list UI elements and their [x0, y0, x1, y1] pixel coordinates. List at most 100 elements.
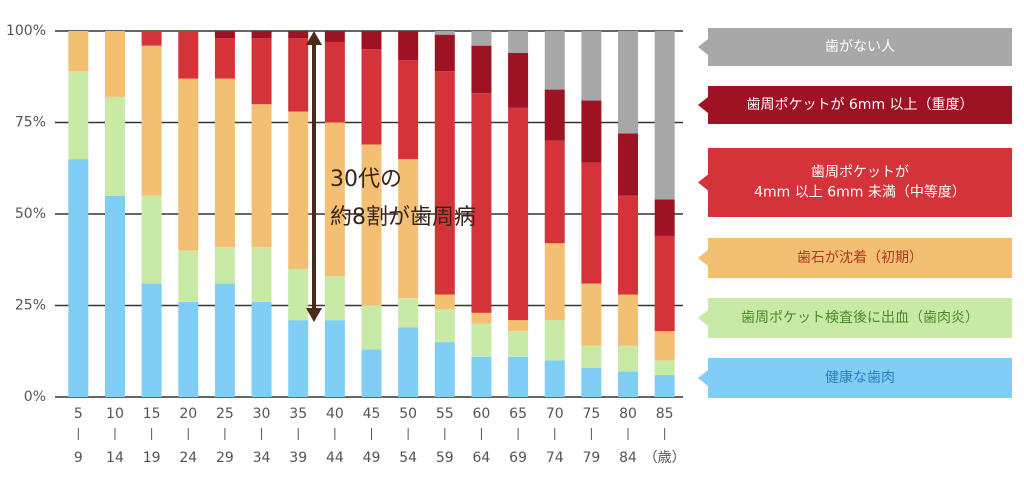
- bar-segment: [434, 31, 455, 35]
- bar-segment: [471, 356, 492, 397]
- x-tick-label: 69: [509, 450, 527, 466]
- x-tick-label: 29: [216, 450, 234, 466]
- bar-segment: [508, 52, 529, 108]
- x-tick-label: 60: [473, 406, 491, 422]
- legend-label: 歯石が沈着（初期）: [797, 249, 923, 266]
- bar-segment: [434, 71, 455, 295]
- annotation: 約8割が歯周病: [330, 205, 476, 230]
- bar-segment: [508, 107, 529, 321]
- bar-segment: [288, 320, 309, 397]
- x-tick-label: 19: [143, 450, 161, 466]
- x-tick-label: 20: [179, 406, 197, 422]
- bar-segment: [104, 195, 125, 397]
- x-tick-label: 80: [619, 406, 637, 422]
- bar-segment: [178, 78, 199, 251]
- bar-segment: [361, 144, 382, 306]
- bar-segment: [618, 195, 639, 295]
- bar-segment: [654, 31, 675, 200]
- bar-segment: [141, 195, 162, 284]
- bar-segment: [544, 31, 565, 90]
- bar-segment: [508, 356, 529, 397]
- bar-segment: [214, 246, 235, 284]
- x-tick-label: （歳）: [644, 450, 686, 466]
- x-tick-label: 5: [74, 406, 83, 422]
- annotation: 30代の: [330, 167, 402, 192]
- bar-segment: [251, 38, 272, 105]
- bar-segment: [141, 31, 162, 46]
- x-tick-label: 14: [106, 450, 124, 466]
- bar-segment: [434, 309, 455, 343]
- bar-segment: [251, 301, 272, 397]
- legend-label: 歯周ポケットが 6mm 以上（重度）: [746, 97, 973, 113]
- bar-segment: [214, 38, 235, 79]
- x-tick-label: 85: [656, 406, 674, 422]
- bar-segment: [214, 283, 235, 397]
- bar-segment: [361, 349, 382, 397]
- bar-segment: [178, 31, 199, 79]
- legend-label: 歯がない人: [825, 39, 895, 55]
- legend-box: [698, 28, 1012, 66]
- x-tick-label: 64: [473, 450, 491, 466]
- x-tick-label: 65: [509, 406, 527, 422]
- bar-segment: [654, 235, 675, 332]
- bar-segment: [288, 38, 309, 112]
- bar-segment: [654, 375, 675, 397]
- bar-segment: [178, 250, 199, 302]
- x-tick-label: 15: [143, 406, 161, 422]
- bar-segment: [581, 31, 602, 101]
- bar-segment: [68, 31, 89, 72]
- annotation-arrowhead: [306, 31, 322, 45]
- x-tick-label: 54: [399, 450, 417, 466]
- bar-segment: [214, 78, 235, 247]
- bar-segment: [618, 133, 639, 196]
- bar-segment: [544, 89, 565, 141]
- bar-segment: [104, 31, 125, 97]
- bar-segment: [654, 331, 675, 361]
- bar-segment: [68, 159, 89, 397]
- bar-segment: [618, 31, 639, 134]
- y-tick-label: 75%: [15, 115, 46, 131]
- bar-segment: [361, 305, 382, 350]
- x-tick-label: 79: [582, 450, 600, 466]
- bar-segment: [508, 31, 529, 53]
- bar-segment: [288, 31, 309, 39]
- bar-segment: [68, 71, 89, 160]
- bar-segment: [544, 360, 565, 397]
- legend-label: 健康な歯肉: [825, 369, 895, 386]
- bar-segment: [324, 31, 345, 42]
- bar-segment: [581, 283, 602, 346]
- bar-segment: [544, 320, 565, 361]
- x-tick-label: 49: [363, 450, 381, 466]
- bar-segment: [434, 342, 455, 397]
- x-tick-label: 59: [436, 450, 454, 466]
- x-tick-label: 45: [363, 406, 381, 422]
- annotation-arrowhead: [306, 308, 322, 322]
- bar-segment: [581, 345, 602, 368]
- bar-segment: [398, 159, 419, 299]
- x-tick-label: 74: [546, 450, 564, 466]
- x-tick-label: 50: [399, 406, 417, 422]
- x-tick-label: 35: [289, 406, 307, 422]
- x-tick-label: 55: [436, 406, 454, 422]
- legend-box: [698, 86, 1012, 124]
- bar-segment: [581, 367, 602, 397]
- bar-segment: [581, 162, 602, 284]
- bar-segment: [398, 60, 419, 160]
- y-tick-label: 100%: [6, 23, 46, 39]
- bar-segment: [544, 243, 565, 321]
- x-tick-label: 70: [546, 406, 564, 422]
- bar-segment: [434, 294, 455, 310]
- bar-segment: [544, 140, 565, 244]
- bar-segment: [471, 45, 492, 94]
- x-tick-label: 25: [216, 406, 234, 422]
- y-tick-label: 0%: [24, 389, 46, 405]
- x-tick-label: 9: [74, 450, 83, 466]
- bar-segment: [251, 31, 272, 39]
- legend-label: 歯周ポケット検査後に出血（歯肉炎）: [741, 310, 979, 326]
- bar-segment: [471, 93, 492, 313]
- bar-segment: [398, 327, 419, 397]
- x-tick-label: 24: [179, 450, 197, 466]
- bar-segment: [618, 371, 639, 397]
